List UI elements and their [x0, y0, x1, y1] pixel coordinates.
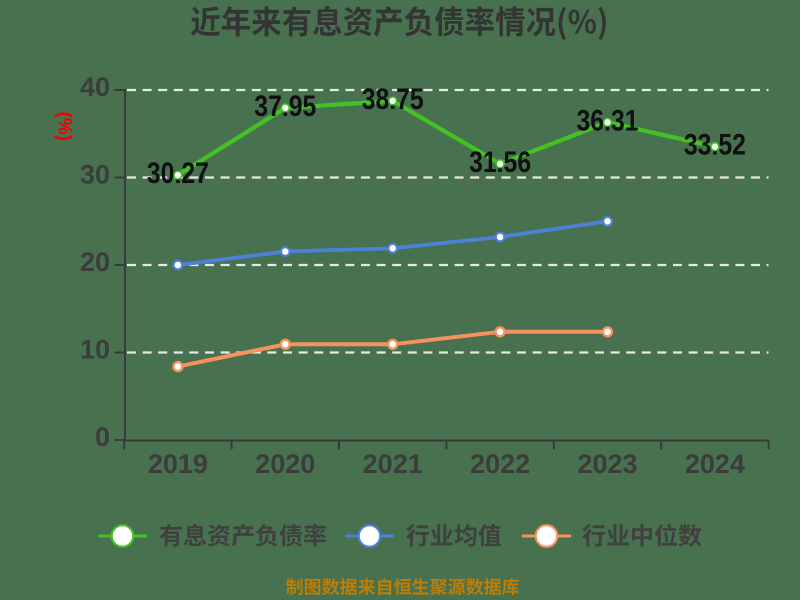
svg-text:2019: 2019 — [148, 449, 208, 479]
svg-text:40: 40 — [80, 72, 110, 102]
svg-text:(%): (%) — [54, 112, 75, 142]
svg-text:10: 10 — [80, 335, 110, 365]
svg-text:20: 20 — [80, 247, 110, 277]
svg-text:2021: 2021 — [363, 449, 423, 479]
svg-text:2024: 2024 — [685, 449, 745, 479]
svg-text:30: 30 — [80, 160, 110, 190]
svg-text:0: 0 — [95, 422, 110, 452]
svg-text:2020: 2020 — [255, 449, 315, 479]
svg-text:2022: 2022 — [470, 449, 530, 479]
svg-text:2023: 2023 — [577, 449, 637, 479]
